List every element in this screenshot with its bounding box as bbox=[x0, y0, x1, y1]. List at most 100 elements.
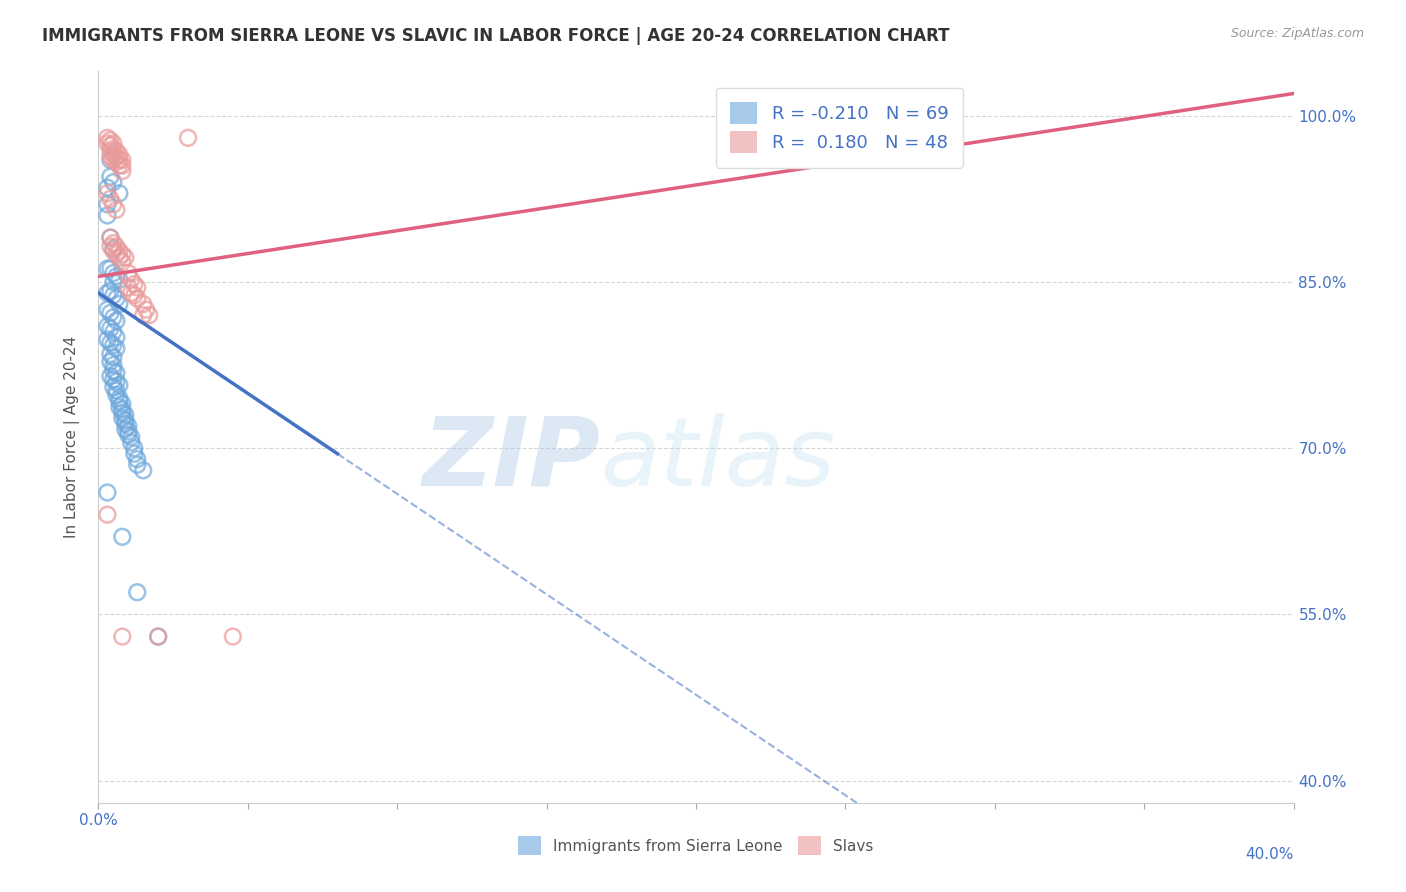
Point bbox=[98, 150, 122, 164]
Text: 40.0%: 40.0% bbox=[1246, 847, 1294, 862]
Point bbox=[105, 202, 128, 217]
Point bbox=[103, 288, 125, 302]
Point bbox=[96, 209, 118, 223]
Point bbox=[108, 244, 131, 258]
Point bbox=[105, 366, 128, 380]
Point bbox=[98, 321, 122, 335]
Point bbox=[103, 147, 125, 161]
Point bbox=[98, 133, 122, 147]
Point bbox=[148, 630, 170, 644]
Point bbox=[114, 251, 136, 265]
Point bbox=[103, 236, 125, 251]
Point bbox=[103, 351, 125, 365]
Point bbox=[96, 136, 118, 151]
Point bbox=[98, 192, 122, 206]
Point bbox=[103, 244, 125, 258]
Point bbox=[103, 136, 125, 151]
Point bbox=[98, 239, 122, 253]
Point bbox=[98, 335, 122, 350]
Point bbox=[124, 447, 146, 461]
Point bbox=[108, 273, 131, 287]
Point bbox=[108, 394, 131, 409]
Point bbox=[96, 485, 118, 500]
Point bbox=[124, 277, 146, 292]
Text: atlas: atlas bbox=[600, 412, 835, 506]
Point bbox=[177, 131, 200, 145]
Point bbox=[105, 144, 128, 158]
Point bbox=[98, 230, 122, 244]
Point bbox=[135, 302, 157, 317]
Point bbox=[124, 288, 146, 302]
Y-axis label: In Labor Force | Age 20-24: In Labor Force | Age 20-24 bbox=[63, 336, 80, 538]
Point bbox=[105, 292, 128, 306]
Point bbox=[120, 430, 142, 444]
Point bbox=[103, 153, 125, 167]
Point bbox=[148, 630, 170, 644]
Point bbox=[98, 169, 122, 184]
Point bbox=[111, 255, 134, 269]
Point bbox=[111, 411, 134, 425]
Point bbox=[105, 239, 128, 253]
Point bbox=[108, 147, 131, 161]
Legend: Immigrants from Sierra Leone, Slavs: Immigrants from Sierra Leone, Slavs bbox=[512, 830, 880, 861]
Point bbox=[98, 261, 122, 276]
Point bbox=[111, 402, 134, 417]
Point bbox=[105, 375, 128, 389]
Point bbox=[103, 242, 125, 256]
Point bbox=[120, 273, 142, 287]
Point bbox=[114, 413, 136, 427]
Point bbox=[103, 197, 125, 211]
Point bbox=[103, 266, 125, 280]
Point bbox=[103, 363, 125, 377]
Point bbox=[127, 292, 149, 306]
Point bbox=[98, 306, 122, 320]
Point bbox=[124, 441, 146, 455]
Point bbox=[98, 347, 122, 361]
Point bbox=[105, 388, 128, 402]
Point bbox=[117, 419, 139, 434]
Point bbox=[111, 406, 134, 420]
Point bbox=[127, 458, 149, 472]
Point bbox=[103, 275, 125, 289]
Point bbox=[96, 131, 118, 145]
Point bbox=[96, 186, 118, 201]
Point bbox=[132, 463, 155, 477]
Point bbox=[96, 261, 118, 276]
Point bbox=[105, 155, 128, 169]
Point bbox=[108, 378, 131, 392]
Point bbox=[105, 330, 128, 344]
Point bbox=[96, 319, 118, 334]
Point bbox=[98, 144, 122, 158]
Point bbox=[127, 452, 149, 467]
Point bbox=[103, 372, 125, 386]
Point bbox=[111, 153, 134, 167]
Point bbox=[96, 333, 118, 347]
Point bbox=[103, 142, 125, 156]
Point bbox=[105, 384, 128, 398]
Point bbox=[105, 150, 128, 164]
Point bbox=[222, 630, 245, 644]
Point bbox=[120, 435, 142, 450]
Point bbox=[114, 417, 136, 431]
Point bbox=[111, 164, 134, 178]
Point bbox=[114, 422, 136, 436]
Point bbox=[111, 159, 134, 173]
Point bbox=[108, 297, 131, 311]
Point bbox=[103, 338, 125, 352]
Point bbox=[114, 408, 136, 422]
Point bbox=[111, 630, 134, 644]
Text: IMMIGRANTS FROM SIERRA LEONE VS SLAVIC IN LABOR FORCE | AGE 20-24 CORRELATION CH: IMMIGRANTS FROM SIERRA LEONE VS SLAVIC I… bbox=[42, 27, 949, 45]
Point bbox=[111, 247, 134, 261]
Point bbox=[120, 285, 142, 300]
Point bbox=[117, 280, 139, 294]
Point bbox=[103, 325, 125, 339]
Text: ZIP: ZIP bbox=[422, 412, 600, 506]
Point bbox=[105, 314, 128, 328]
Point bbox=[111, 530, 134, 544]
Point bbox=[105, 342, 128, 356]
Point bbox=[98, 355, 122, 369]
Point bbox=[127, 585, 149, 599]
Point bbox=[103, 310, 125, 325]
Point bbox=[108, 400, 131, 414]
Point bbox=[108, 251, 131, 265]
